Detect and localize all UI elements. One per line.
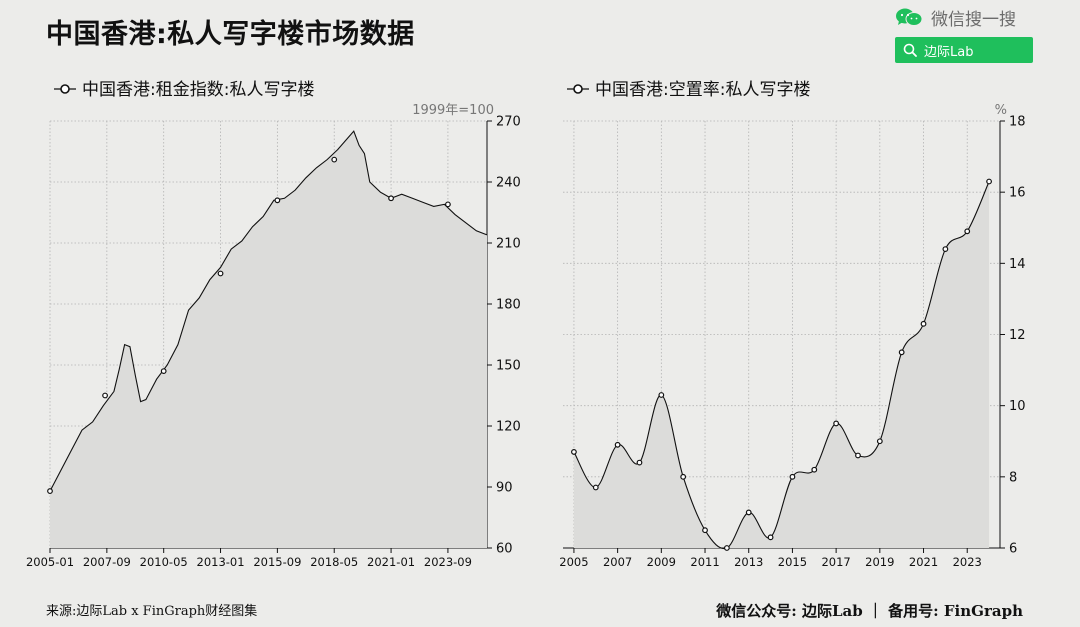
legend-marker [60,84,70,94]
data-point [636,459,643,466]
wechat-icon [896,8,923,26]
data-point [767,534,774,541]
data-point [811,466,818,473]
data-point [855,452,861,459]
data-point [614,441,621,448]
legend-label: 中国香港:租金指数:私人写字楼 [82,80,314,100]
x-tick-label: 2007-09 [83,555,131,569]
y-tick-label: 60 [496,542,513,557]
y-tick-label: 180 [496,298,521,313]
source-note: 来源:边际Lab x FinGraph财经图集 [46,604,258,619]
data-point [876,438,883,445]
x-tick-label: 2005-01 [26,555,74,569]
wechat-search-brand[interactable]: 微信搜一搜 [895,6,1045,30]
data-point [680,473,687,480]
y-tick-label: 210 [496,237,521,252]
y-tick-label: 14 [1009,257,1026,272]
data-point [920,320,927,327]
x-tick-label: 2005 [559,555,588,569]
x-tick-label: 2019 [865,555,894,569]
x-tick-label: 2023 [953,555,982,569]
x-tick-label: 2015-09 [253,555,301,569]
y-tick-label: 240 [496,176,521,191]
x-tick-label: 2013 [734,555,763,569]
y-tick-label: 6 [1009,542,1017,557]
data-point [745,509,752,516]
unit-label: % [995,103,1007,118]
data-point [331,156,338,163]
y-tick-label: 120 [496,420,521,435]
y-tick-label: 12 [1009,328,1026,343]
series-area [50,131,487,549]
y-tick-label: 8 [1009,470,1017,485]
data-point [898,349,905,356]
x-tick-label: 2017 [821,555,850,569]
x-tick-label: 2021-01 [367,555,415,569]
data-point [789,473,796,480]
search-button[interactable]: 边际Lab [895,37,1033,63]
data-point [723,545,730,551]
x-tick-label: 2011 [690,555,719,569]
data-point [986,178,992,185]
data-point [217,270,224,277]
data-point [445,201,451,208]
series-line [49,130,488,492]
data-point [942,246,949,253]
y-tick-label: 16 [1009,186,1026,201]
y-tick-label: 10 [1009,399,1026,414]
data-point [702,527,708,534]
x-tick-label: 2021 [909,555,938,569]
data-point [658,392,665,398]
data-point [160,368,167,375]
unit-label: 1999年=100 [412,103,494,118]
data-point [592,484,599,491]
x-tick-label: 2010-05 [140,555,188,569]
legend-label: 中国香港:空置率:私人写字楼 [595,80,810,100]
x-tick-label: 2007 [603,555,632,569]
data-point [47,488,53,494]
search-button-label: 边际Lab [924,44,974,60]
search-icon [903,43,917,57]
y-tick-label: 270 [496,115,521,130]
legend-marker [573,84,583,94]
wechat-search-label: 微信搜一搜 [931,9,1016,30]
data-point [571,449,577,455]
y-tick-label: 150 [496,359,521,374]
data-point [388,195,394,202]
data-point [964,228,971,235]
series-line [573,181,990,550]
x-tick-label: 2018-05 [310,555,358,569]
x-tick-label: 2013-01 [197,555,245,569]
account-note: 微信公众号: 边际Lab ｜ 备用号: FinGraph [716,602,1023,620]
y-tick-label: 90 [496,481,513,496]
x-tick-label: 2015 [778,555,807,569]
data-point [102,392,108,399]
x-tick-label: 2009 [647,555,676,569]
x-tick-label: 2023-09 [424,555,472,569]
y-tick-label: 18 [1009,115,1026,130]
data-point [833,420,840,427]
data-point [274,197,281,204]
page-title: 中国香港:私人写字楼市场数据 [46,19,415,50]
